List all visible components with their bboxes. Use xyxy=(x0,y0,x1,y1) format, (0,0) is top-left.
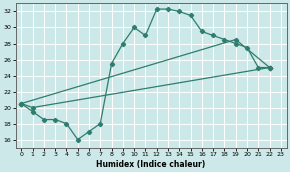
X-axis label: Humidex (Indice chaleur): Humidex (Indice chaleur) xyxy=(97,159,206,169)
